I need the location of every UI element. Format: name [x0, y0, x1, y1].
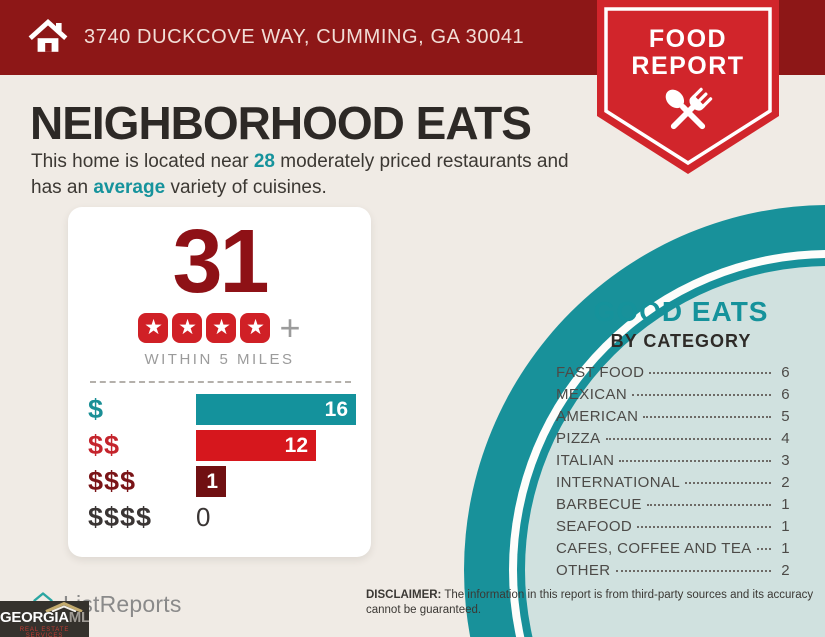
good-eats-title: GOOD EATS — [593, 296, 769, 327]
good-eats-panel: GOOD EATS BY CATEGORY FAST FOOD 6 MEXICAN… — [556, 296, 790, 584]
dot-leader — [646, 504, 771, 506]
price-bar-value: 1 — [206, 469, 218, 493]
price-bar: 1 — [196, 466, 226, 497]
price-bar: 16 — [196, 394, 356, 425]
category-value: 1 — [781, 540, 790, 557]
category-row: MEXICAN 6 — [556, 386, 790, 408]
mls-mls-text: MLS — [68, 609, 89, 626]
plus-icon: + — [279, 307, 301, 348]
category-label: AMERICAN — [556, 408, 639, 425]
radius-label: WITHIN 5 MILES — [144, 351, 295, 368]
price-tier-row: $ 16 — [88, 394, 371, 425]
category-label: INTERNATIONAL — [556, 474, 681, 491]
dot-leader — [685, 482, 771, 484]
category-value: 6 — [781, 364, 790, 381]
intro-part3: variety of cuisines. — [165, 177, 327, 199]
badge-title-line1: FOOD — [648, 25, 728, 53]
dot-leader — [632, 394, 771, 396]
dot-leader — [637, 526, 771, 528]
dashed-divider — [90, 381, 351, 383]
stars-row: ★ ★ ★ ★ + — [68, 307, 371, 348]
category-value: 2 — [781, 474, 790, 491]
category-row: PIZZA 4 — [556, 430, 790, 452]
dot-leader — [643, 416, 771, 418]
georgia-mls-logo: GEORGIAMLS REAL ESTATE SERVICES — [0, 601, 89, 637]
property-address: 3740 DUCKCOVE WAY, CUMMING, GA 30041 — [84, 26, 525, 48]
dot-leader — [649, 372, 771, 374]
price-tier-label: $$ — [88, 430, 121, 460]
price-tier-label: $ — [88, 394, 105, 424]
star-icon: ★ — [240, 313, 271, 343]
dot-leader — [615, 570, 771, 572]
price-tier-label: $$$ — [88, 466, 137, 496]
price-bar: 12 — [196, 430, 316, 461]
category-row: CAFES, COFFEE AND TEA 1 — [556, 540, 790, 562]
price-tier-chart: $ 16 $$ 12 $$$ 1 $$$$ 0 — [88, 394, 371, 533]
disclaimer-text: The information in this report is from t… — [366, 589, 814, 616]
total-restaurants: 31 — [172, 212, 269, 312]
category-row: OTHER 2 — [556, 562, 790, 584]
category-label: CAFES, COFFEE AND TEA — [556, 540, 752, 557]
price-bar-value: 12 — [284, 433, 308, 457]
category-label: BARBECUE — [556, 496, 642, 513]
price-tier-label: $$$$ — [88, 502, 153, 532]
category-label: OTHER — [556, 562, 611, 579]
intro-part1: This home is located near — [31, 151, 254, 172]
category-row: BARBECUE 1 — [556, 496, 790, 518]
price-bar-value: 0 — [196, 502, 211, 532]
category-list: FAST FOOD 6 MEXICAN 6 AMERICAN 5 PIZZA 4 ITA… — [556, 364, 790, 584]
category-value: 4 — [781, 430, 790, 447]
price-bar-value: 16 — [324, 397, 348, 421]
price-tier-row: $$$ 1 — [88, 466, 371, 497]
page-title: NEIGHBORHOOD EATS — [30, 97, 532, 149]
summary-card: 31 ★ ★ ★ ★ + WITHIN 5 MILES $ 16 $$ 12 $$$ 1… — [68, 207, 371, 557]
category-label: ITALIAN — [556, 452, 615, 469]
mls-roof-icon — [45, 602, 83, 612]
category-value: 1 — [781, 518, 790, 535]
mls-georgia-text: GEORGIA — [0, 609, 69, 626]
category-label: PIZZA — [556, 430, 601, 447]
good-eats-subtitle: BY CATEGORY — [610, 331, 752, 351]
price-bar: 0 — [196, 502, 210, 533]
category-value: 5 — [781, 408, 790, 425]
intro-part2: moderately priced restaurants and has an — [31, 151, 569, 199]
mls-tagline: REAL ESTATE SERVICES — [19, 627, 70, 637]
category-row: ITALIAN 3 — [556, 452, 790, 474]
category-value: 3 — [781, 452, 790, 469]
food-report-badge: FOOD REPORT — [597, 0, 779, 176]
home-icon — [28, 14, 68, 61]
dot-leader — [619, 460, 771, 462]
price-tier-row: $$ 12 — [88, 430, 371, 461]
star-icon: ★ — [138, 313, 169, 343]
dot-leader — [756, 548, 771, 550]
category-value: 2 — [781, 562, 790, 579]
category-label: MEXICAN — [556, 386, 628, 403]
category-label: FAST FOOD — [556, 364, 645, 381]
crossed-spoon-fork-icon — [665, 87, 713, 130]
star-icon: ★ — [206, 313, 237, 343]
restaurant-count: 28 — [253, 151, 275, 172]
category-row: SEAFOOD 1 — [556, 518, 790, 540]
price-tier-row: $$$$ 0 — [88, 502, 371, 533]
star-icon: ★ — [172, 313, 203, 343]
category-value: 1 — [781, 496, 790, 513]
category-label: SEAFOOD — [556, 518, 633, 535]
category-value: 6 — [781, 386, 790, 403]
category-row: AMERICAN 5 — [556, 408, 790, 430]
disclaimer-label: DISCLAIMER: — [366, 589, 442, 601]
dot-leader — [605, 438, 771, 440]
category-row: FAST FOOD 6 — [556, 364, 790, 386]
variety-highlight: average — [93, 177, 166, 199]
badge-title-line2: REPORT — [631, 52, 745, 80]
category-row: INTERNATIONAL 2 — [556, 474, 790, 496]
mls-wordmark: GEORGIAMLS — [0, 610, 89, 625]
disclaimer: DISCLAIMER: The information in this repo… — [366, 588, 818, 617]
ribbon-shape — [597, 0, 779, 174]
intro-text: This home is located near 28 moderately … — [31, 149, 583, 201]
